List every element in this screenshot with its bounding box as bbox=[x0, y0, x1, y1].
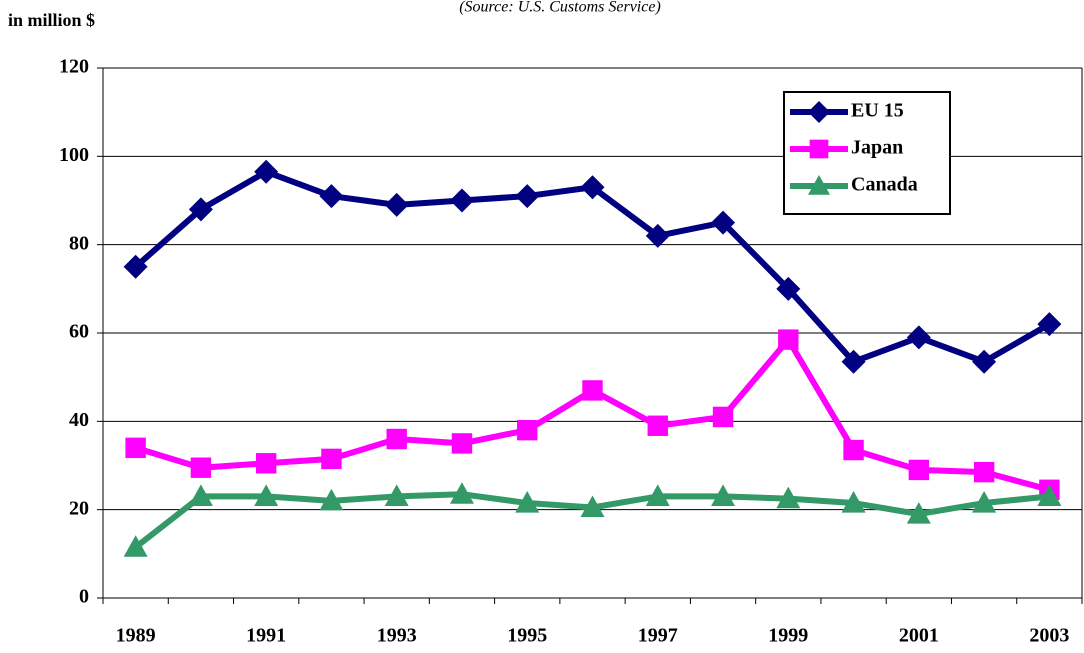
x-tick-label: 1995 bbox=[507, 625, 547, 647]
y-tick-label: 120 bbox=[59, 56, 89, 78]
point bbox=[123, 254, 148, 279]
x-tick-label: 2003 bbox=[1029, 625, 1069, 647]
point bbox=[451, 433, 473, 454]
legend-label: Canada bbox=[851, 174, 918, 196]
point bbox=[908, 459, 930, 481]
point bbox=[776, 276, 801, 301]
point bbox=[841, 491, 866, 513]
point bbox=[972, 491, 997, 513]
point bbox=[809, 139, 829, 159]
x-tick-label: 1999 bbox=[768, 625, 808, 647]
point bbox=[906, 502, 931, 524]
point bbox=[384, 192, 409, 217]
point bbox=[1037, 312, 1062, 337]
point bbox=[808, 175, 830, 195]
x-tick-label: 1997 bbox=[638, 625, 678, 647]
point bbox=[712, 406, 734, 428]
point bbox=[384, 484, 409, 507]
y-axis-label: in million $ bbox=[8, 10, 95, 30]
point bbox=[647, 415, 668, 436]
point bbox=[1037, 484, 1062, 507]
legend-label: Japan bbox=[851, 137, 903, 159]
x-tick-label: 1993 bbox=[377, 625, 417, 647]
point bbox=[582, 380, 603, 401]
point bbox=[386, 428, 407, 450]
y-tick-label: 80 bbox=[69, 232, 89, 254]
point bbox=[190, 457, 212, 478]
point bbox=[841, 349, 866, 374]
point bbox=[645, 223, 670, 248]
chart-subtitle: (Source: U.S. Customs Service) bbox=[459, 0, 661, 16]
point bbox=[515, 491, 540, 513]
legend-label: EU 15 bbox=[851, 100, 904, 122]
point bbox=[188, 197, 213, 222]
point bbox=[255, 453, 277, 474]
point bbox=[319, 488, 344, 511]
point bbox=[254, 484, 279, 507]
y-tick-label: 40 bbox=[69, 409, 89, 431]
point bbox=[843, 439, 864, 461]
point bbox=[973, 461, 995, 483]
x-tick-label: 1989 bbox=[116, 625, 156, 647]
point bbox=[776, 486, 801, 509]
y-tick-label: 60 bbox=[69, 321, 89, 343]
point bbox=[188, 484, 213, 507]
point bbox=[972, 349, 997, 374]
point bbox=[580, 495, 605, 518]
point bbox=[645, 484, 670, 507]
point bbox=[449, 188, 474, 213]
x-tick-label: 1991 bbox=[246, 625, 286, 647]
y-tick-label: 0 bbox=[79, 586, 89, 608]
point bbox=[711, 484, 736, 507]
point bbox=[321, 448, 342, 470]
point bbox=[515, 184, 540, 209]
point bbox=[517, 419, 538, 441]
point bbox=[580, 175, 605, 200]
point bbox=[449, 482, 474, 504]
point bbox=[778, 329, 799, 350]
point bbox=[123, 535, 148, 557]
point bbox=[808, 101, 830, 123]
y-tick-label: 20 bbox=[69, 497, 89, 519]
point bbox=[125, 437, 146, 459]
point bbox=[711, 210, 736, 235]
point bbox=[254, 159, 279, 184]
y-tick-label: 100 bbox=[59, 144, 89, 166]
point bbox=[319, 184, 344, 209]
x-tick-label: 2001 bbox=[899, 625, 939, 647]
point bbox=[906, 325, 931, 350]
